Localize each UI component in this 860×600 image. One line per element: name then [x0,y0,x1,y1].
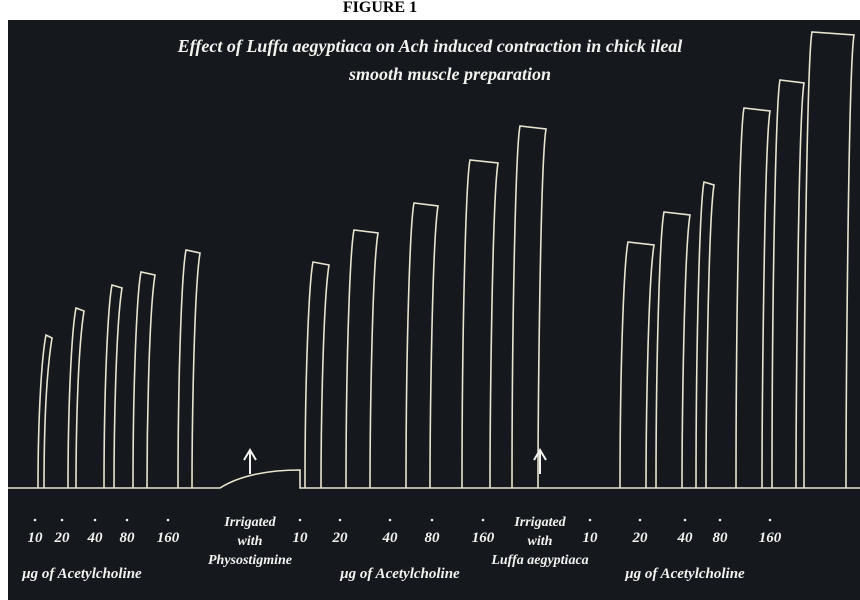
figure-label: FIGURE 1 [343,0,417,16]
contraction-trace [771,79,805,489]
contraction-trace [655,211,691,489]
title-line: smooth muscle preparation [348,64,551,84]
contraction-trace [735,107,771,489]
annotation-line: with [528,534,553,549]
dose-label: 160 [472,530,495,546]
dose-label: 20 [632,530,649,546]
contraction-trace [67,306,85,489]
annotation-line: Luffa aegyptiaca [490,553,588,568]
dose-label: 20 [54,530,71,546]
dose-dot [338,518,342,522]
annotation-line: Irrigated [513,515,566,530]
dose-label: 160 [157,530,180,546]
contraction-trace [803,31,855,489]
contraction-trace [511,125,547,489]
dose-dot [481,518,485,522]
contraction-trace [461,159,499,489]
unit-label: μg of Acetylcholine [21,566,142,582]
dose-label: 40 [87,530,104,546]
dose-dot [718,518,722,522]
dose-label: 80 [120,530,136,546]
dose-label: 160 [759,530,782,546]
contraction-trace [37,333,53,489]
dose-label: 20 [332,530,349,546]
dose-dot [588,518,592,522]
contraction-trace [304,261,330,489]
dose-dot [166,518,170,522]
dose-dot [768,518,772,522]
contraction-trace [345,229,379,489]
labels: 10 20 40 80 160 μg of Acetylcholine 10 20 40 80 16… [21,448,782,582]
kymograph-bg [8,20,860,600]
dose-dot [388,518,392,522]
annotation-line: Physostigmine [208,553,292,568]
dose-dot [125,518,129,522]
annotation-line: with [238,534,263,549]
contraction-trace [405,202,439,489]
contraction-trace [695,180,715,489]
dose-dot [60,518,64,522]
dose-dot [430,518,434,522]
contraction-trace [619,241,655,489]
arrow [243,448,257,474]
dose-label: 10 [583,530,599,546]
dose-label: 80 [713,530,729,546]
annotation-line: Irrigated [223,515,276,530]
dose-dot [298,518,302,522]
dose-label: 40 [382,530,399,546]
unit-label: μg of Acetylcholine [339,566,460,582]
baseline [8,469,860,489]
dose-dot [93,518,97,522]
dose-dot [683,518,687,522]
contraction-trace [177,249,201,489]
unit-label: μg of Acetylcholine [624,566,745,582]
dose-label: 10 [28,530,44,546]
dose-label: 80 [425,530,441,546]
dose-label: 10 [293,530,309,546]
dose-dot [33,518,37,522]
contraction-trace [103,283,123,489]
title-line: Effect of Luffa aegyptiaca on Ach induce… [177,36,683,56]
dose-dot [638,518,642,522]
arrow [533,448,547,474]
contraction-trace [132,271,156,489]
dose-label: 40 [677,530,694,546]
traces [37,31,855,489]
